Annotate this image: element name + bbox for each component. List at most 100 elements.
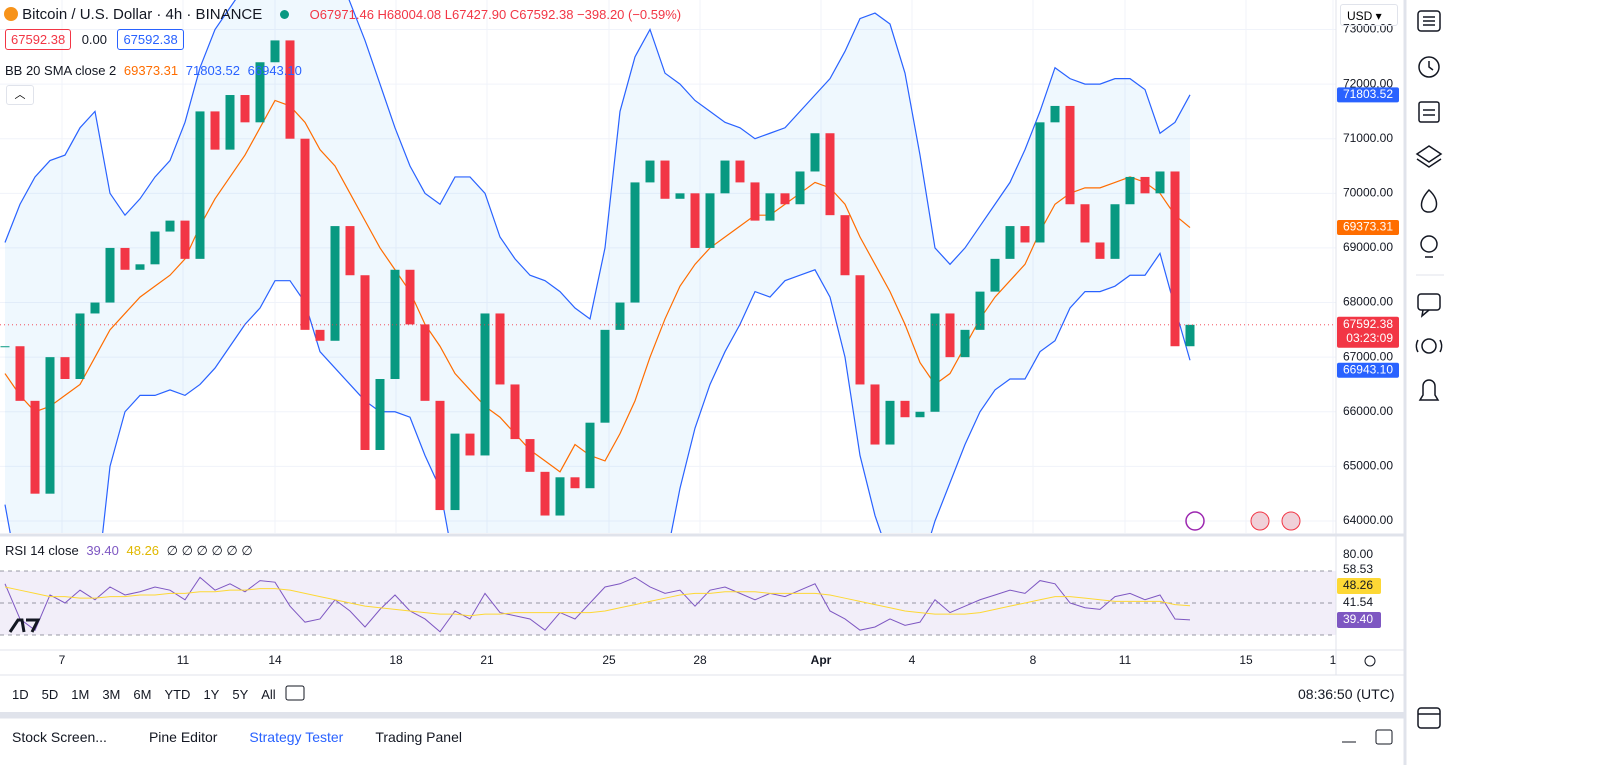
candle	[840, 215, 850, 276]
candle	[225, 95, 235, 150]
candle	[1185, 324, 1195, 347]
indicator-name: BB 20 SMA close 2	[5, 63, 117, 78]
countdown: 03:23:09	[1346, 331, 1393, 345]
buy-price[interactable]: 67592.38	[117, 29, 184, 50]
event-icon[interactable]	[1281, 511, 1301, 531]
candle	[1140, 176, 1150, 194]
candle	[810, 133, 820, 172]
candle	[780, 193, 790, 205]
candle	[0, 346, 10, 348]
range-button[interactable]: 5Y	[232, 687, 249, 702]
rsi-ma-label: 48.26	[1343, 578, 1373, 592]
tab[interactable]: Pine Editor	[148, 729, 218, 745]
rsi-legend: RSI 14 close 39.40 48.26 ∅ ∅ ∅ ∅ ∅ ∅	[5, 543, 253, 559]
y-tick-label: 67000.00	[1343, 349, 1393, 363]
x-tick-label: 25	[602, 653, 616, 667]
candle	[405, 269, 415, 325]
candle	[930, 313, 940, 412]
y-tick-label: 72000.00	[1343, 76, 1393, 90]
range-button[interactable]: YTD	[164, 687, 191, 702]
candle	[150, 231, 160, 265]
rsi-value-box	[1337, 612, 1381, 628]
candle	[450, 433, 460, 511]
logo	[8, 618, 41, 633]
spread: 0.00	[81, 32, 107, 47]
indicator-value: ∅ ∅ ∅ ∅ ∅ ∅	[166, 543, 253, 558]
rsi-line	[4, 576, 1191, 633]
rsi-pane	[0, 570, 1336, 636]
indicator-value: 66943.10	[247, 63, 302, 78]
market-status	[280, 10, 290, 19]
candle	[495, 313, 505, 385]
candle	[435, 400, 445, 511]
candle	[555, 477, 565, 516]
x-tick-label: 7	[59, 653, 66, 667]
range-button[interactable]: 6M	[133, 687, 152, 702]
event-icon[interactable]	[1185, 511, 1205, 531]
candle	[615, 302, 625, 330]
range-button[interactable]: 5D	[41, 687, 59, 702]
candle	[915, 411, 925, 418]
maximize-icon[interactable]	[1375, 729, 1393, 745]
candle	[1035, 122, 1045, 243]
y-tick-label: 64000.00	[1343, 513, 1393, 527]
rsi-side-label: 41.54	[1343, 595, 1373, 609]
candle	[585, 422, 595, 489]
currency-select[interactable]: USD ▾	[1340, 4, 1398, 26]
settings-icon[interactable]	[1364, 655, 1376, 667]
event-icon[interactable]	[1250, 511, 1270, 531]
candle	[960, 329, 970, 358]
candle	[180, 220, 190, 259]
basis-label: 69373.31	[1343, 220, 1393, 234]
collapse-button[interactable]: ︿	[6, 85, 34, 105]
range-button[interactable]: 1M	[71, 687, 90, 702]
basis-label-box	[1337, 220, 1399, 236]
x-tick-label: 28	[693, 653, 707, 667]
candle	[315, 329, 325, 341]
upper-label-box	[1337, 87, 1399, 103]
candle	[330, 226, 340, 341]
candle	[195, 111, 205, 259]
tab[interactable]: Trading Panel	[375, 729, 462, 745]
upper-label: 71803.52	[1343, 87, 1393, 101]
range-button[interactable]: 1Y	[203, 687, 220, 702]
candle	[60, 357, 70, 379]
date-range-icon[interactable]	[285, 685, 305, 701]
bottom-tabs: Stock Screen... Pine Editor Strategy Teste…	[12, 729, 494, 747]
candle	[30, 400, 40, 494]
lower-label-box	[1337, 362, 1399, 378]
candle	[645, 160, 655, 183]
candle	[855, 275, 865, 385]
tab[interactable]: Strategy Tester	[249, 729, 344, 745]
axes: 64000.00 65000.00 66000.00 67000.00 68000.00…	[59, 22, 1399, 667]
range-button[interactable]: 1D	[12, 687, 29, 702]
y-tick-label: 69000.00	[1343, 240, 1393, 254]
clock: 08:36:50 (UTC)	[1298, 686, 1395, 702]
candle	[825, 133, 835, 216]
tab[interactable]: Stock Screen...	[12, 729, 107, 745]
candle	[375, 378, 385, 450]
rsi-value-label: 39.40	[1343, 612, 1373, 626]
symbol-title: Bitcoin / U.S. Dollar · 4h · BINANCE	[22, 6, 263, 23]
candle	[765, 193, 775, 221]
candle	[75, 313, 85, 379]
bb-line	[4, 251, 1191, 533]
range-button[interactable]: 3M	[102, 687, 121, 702]
candle	[90, 302, 100, 314]
sell-price[interactable]: 67592.38	[5, 29, 72, 50]
candle	[600, 329, 610, 423]
candle	[390, 269, 400, 379]
candle	[870, 384, 880, 445]
candle	[975, 291, 985, 330]
toolbar-icons[interactable]	[1415, 10, 1443, 729]
candle	[990, 258, 1000, 292]
candle	[240, 95, 250, 123]
range-button[interactable]: All	[261, 687, 276, 702]
price-row: 67592.38 0.00 67592.38	[5, 29, 184, 50]
candle	[735, 160, 745, 183]
range-buttons: 1D 5D 1M 3M 6M YTD 1Y 5Y All	[12, 686, 289, 704]
candle	[510, 384, 520, 440]
candle	[885, 400, 895, 445]
x-tick-label: 11	[177, 653, 190, 667]
